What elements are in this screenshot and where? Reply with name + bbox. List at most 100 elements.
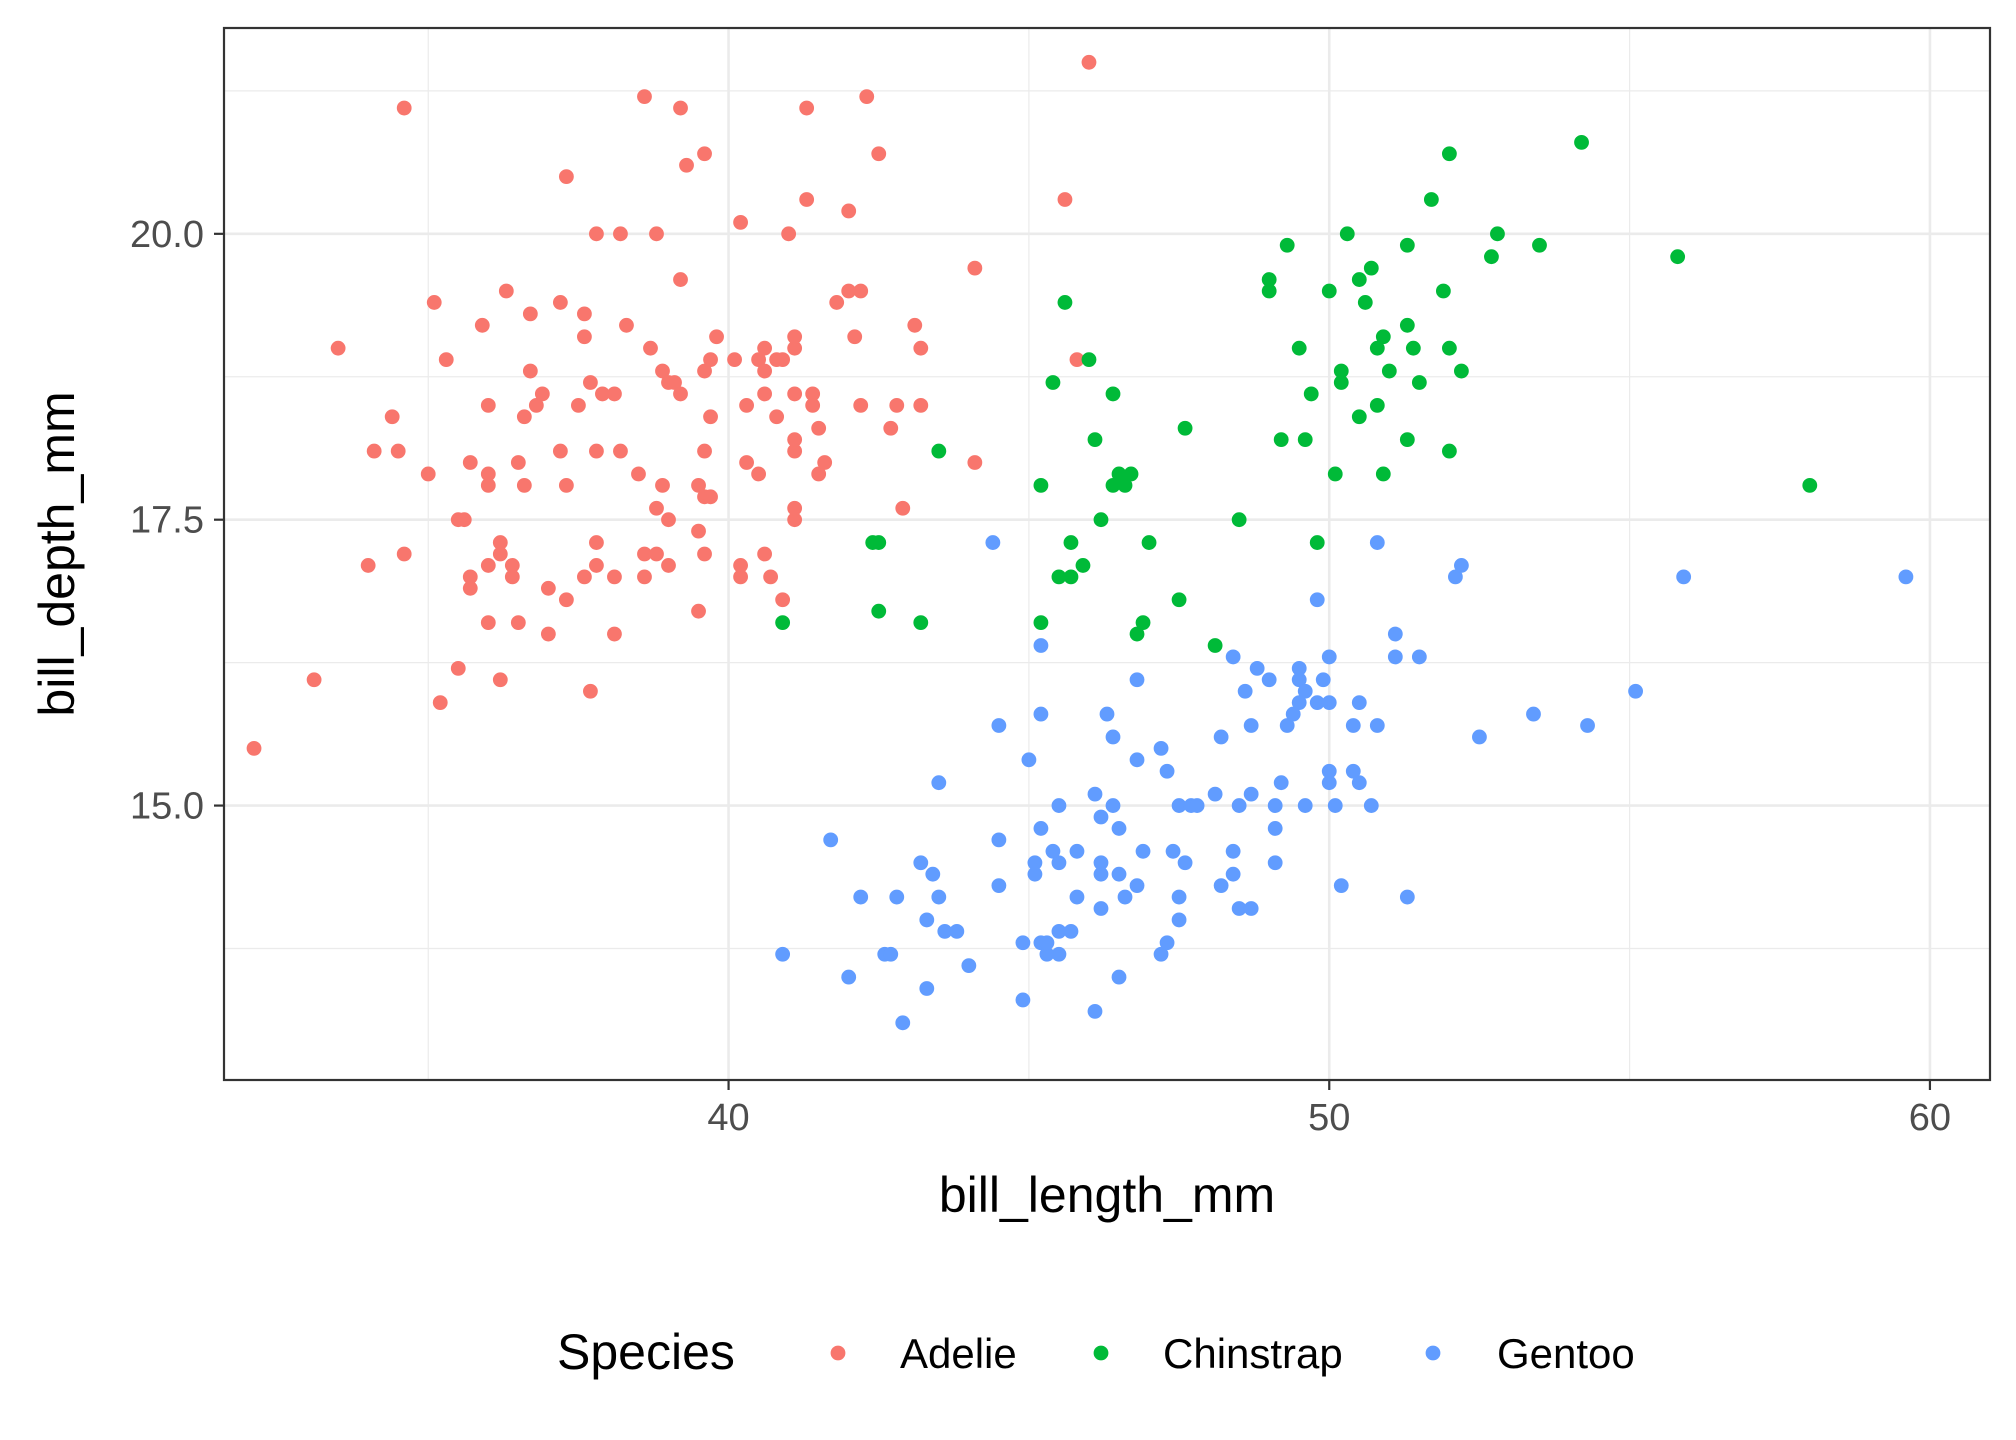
- point-gentoo: [1093, 901, 1109, 916]
- point-adelie: [871, 146, 887, 162]
- point-adelie: [390, 443, 406, 459]
- y-tick-label: 20.0: [130, 214, 204, 256]
- point-adelie: [552, 443, 568, 459]
- point-gentoo: [1159, 935, 1175, 951]
- point-gentoo: [1472, 729, 1487, 745]
- point-chinstrap: [1441, 340, 1457, 356]
- point-gentoo: [1297, 798, 1313, 813]
- point-adelie: [739, 397, 754, 413]
- point-adelie: [480, 615, 496, 631]
- point-gentoo: [1411, 649, 1427, 665]
- point-adelie: [426, 295, 442, 310]
- data-points: [246, 54, 1914, 1031]
- point-gentoo: [1231, 798, 1247, 813]
- point-adelie: [384, 409, 400, 425]
- legend-key-adelie: [830, 1345, 846, 1361]
- point-gentoo: [1039, 946, 1055, 962]
- point-adelie: [637, 89, 652, 105]
- point-chinstrap: [1207, 638, 1223, 653]
- point-gentoo: [1189, 798, 1205, 813]
- point-gentoo: [1105, 729, 1121, 745]
- point-adelie: [1057, 192, 1073, 207]
- x-tick-label: 50: [1308, 1097, 1350, 1139]
- point-gentoo: [1129, 878, 1145, 894]
- point-gentoo: [1291, 660, 1307, 676]
- point-gentoo: [1111, 969, 1127, 985]
- point-chinstrap: [1279, 237, 1295, 253]
- point-adelie: [522, 363, 538, 379]
- point-gentoo: [985, 535, 1001, 550]
- point-adelie: [595, 386, 610, 402]
- point-gentoo: [1628, 683, 1643, 699]
- point-chinstrap: [1273, 432, 1289, 448]
- point-gentoo: [1051, 855, 1067, 871]
- point-chinstrap: [1261, 272, 1277, 287]
- point-adelie: [703, 352, 718, 368]
- point-adelie: [492, 672, 508, 688]
- point-adelie: [913, 397, 929, 413]
- point-adelie: [607, 626, 622, 642]
- point-chinstrap: [1105, 477, 1121, 493]
- x-tick-label: 60: [1909, 1097, 1951, 1139]
- point-gentoo: [1279, 718, 1295, 733]
- point-gentoo: [1207, 786, 1223, 802]
- point-adelie: [552, 295, 568, 310]
- point-chinstrap: [775, 615, 791, 631]
- point-gentoo: [1015, 992, 1031, 1008]
- point-adelie: [649, 226, 664, 242]
- point-adelie: [649, 500, 664, 516]
- point-adelie: [432, 695, 448, 711]
- point-chinstrap: [1532, 237, 1547, 253]
- point-chinstrap: [1411, 375, 1427, 390]
- point-adelie: [492, 546, 508, 562]
- point-chinstrap: [1063, 535, 1079, 550]
- point-adelie: [697, 443, 712, 459]
- point-adelie: [913, 340, 929, 356]
- point-adelie: [883, 420, 899, 436]
- point-adelie: [637, 569, 652, 585]
- point-adelie: [360, 558, 376, 573]
- point-gentoo: [1033, 638, 1049, 653]
- point-adelie: [516, 477, 532, 493]
- point-chinstrap: [1405, 340, 1421, 356]
- point-adelie: [589, 443, 604, 459]
- point-gentoo: [1345, 718, 1361, 733]
- point-chinstrap: [1075, 558, 1091, 573]
- point-adelie: [613, 443, 628, 459]
- point-adelie: [775, 352, 791, 368]
- point-gentoo: [1105, 798, 1121, 813]
- point-adelie: [558, 477, 574, 493]
- point-chinstrap: [1381, 363, 1397, 379]
- panel-border: [222, 26, 1992, 1082]
- point-chinstrap: [1033, 477, 1049, 493]
- point-adelie: [757, 340, 773, 356]
- point-gentoo: [1225, 843, 1241, 859]
- point-gentoo: [889, 889, 905, 905]
- point-gentoo: [991, 832, 1007, 848]
- point-adelie: [528, 397, 544, 413]
- minor-gridlines: [224, 28, 1990, 1080]
- point-gentoo: [1111, 821, 1127, 836]
- point-adelie: [306, 672, 322, 688]
- point-chinstrap: [1454, 363, 1469, 379]
- point-adelie: [709, 329, 724, 345]
- point-adelie: [396, 100, 412, 116]
- point-chinstrap: [931, 443, 947, 459]
- point-gentoo: [1291, 672, 1307, 688]
- point-adelie: [787, 512, 803, 528]
- point-gentoo: [1129, 752, 1145, 768]
- legend-key-chinstrap: [1093, 1345, 1109, 1361]
- point-gentoo: [1159, 763, 1175, 779]
- point-gentoo: [1231, 901, 1247, 916]
- point-adelie: [492, 535, 508, 550]
- point-adelie: [498, 283, 514, 299]
- point-adelie: [619, 317, 634, 333]
- point-gentoo: [1021, 752, 1037, 768]
- point-adelie: [673, 100, 688, 116]
- point-adelie: [817, 455, 833, 470]
- point-adelie: [583, 683, 598, 699]
- point-chinstrap: [1309, 535, 1325, 550]
- point-adelie: [450, 660, 466, 676]
- point-adelie: [558, 592, 574, 608]
- point-gentoo: [1333, 878, 1349, 894]
